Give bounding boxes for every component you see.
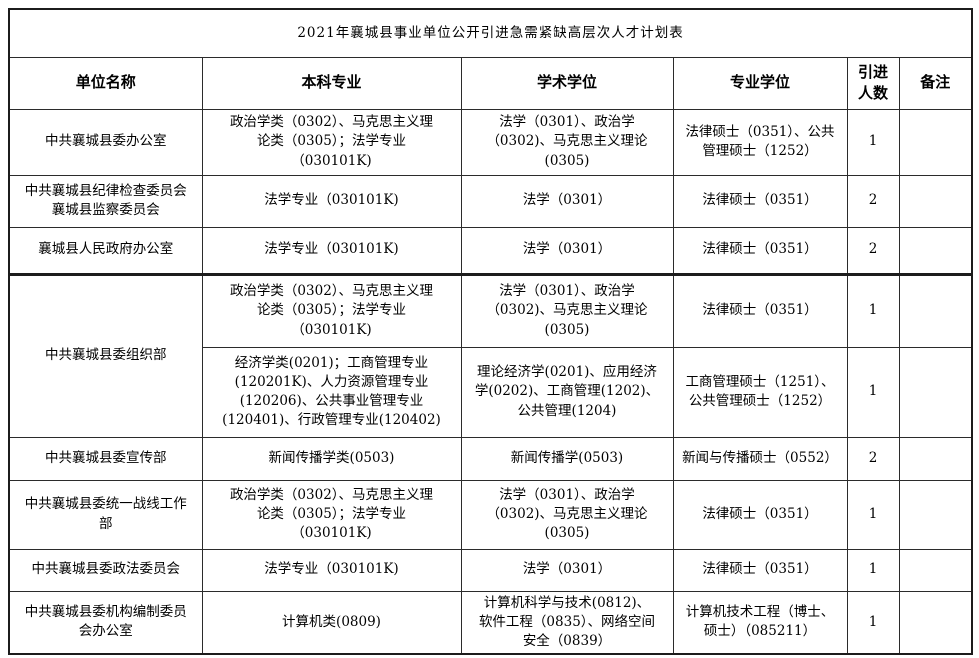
academic-cell: 法学（0301） bbox=[460, 174, 674, 228]
page-title: 2021年襄城县事业单位公开引进急需紧缺高层次人才计划表 bbox=[8, 8, 973, 58]
note-cell bbox=[898, 226, 973, 275]
academic-cell: 法学（0301）、政治学 （0302)、马克思主义理论 (0305) bbox=[460, 108, 674, 176]
professional-cell: 法律硕士（0351） bbox=[672, 174, 848, 228]
academic-cell: 计算机科学与技术(0812)、 软件工程（0835）、网络空间 安全（0839） bbox=[460, 590, 674, 655]
professional-cell: 法律硕士（0351） bbox=[672, 548, 848, 592]
count-cell: 2 bbox=[846, 174, 900, 228]
undergrad-cell: 政治学类（0302）、马克思主义理 论类（0305）；法学专业 （030101K… bbox=[201, 108, 462, 176]
professional-cell: 法律硕士（0351）、公共 管理硕士（1252） bbox=[672, 108, 848, 176]
note-cell bbox=[898, 436, 973, 481]
note-cell bbox=[898, 174, 973, 228]
column-header-unit: 单位名称 bbox=[8, 56, 203, 110]
academic-cell: 法学（0301） bbox=[460, 226, 674, 275]
academic-cell: 法学（0301）、政治学 （0302)、马克思主义理论 (0305) bbox=[460, 272, 674, 348]
undergrad-cell: 法学专业（030101K) bbox=[201, 174, 462, 228]
recruitment-plan-table: 2021年襄城县事业单位公开引进急需紧缺高层次人才计划表 单位名称 本科专业 学… bbox=[8, 8, 974, 655]
note-cell bbox=[898, 590, 973, 655]
professional-cell: 新闻与传播硕士（0552） bbox=[672, 436, 848, 481]
unit-cell: 中共襄城县委办公室 bbox=[8, 108, 203, 176]
count-cell: 1 bbox=[846, 548, 900, 592]
note-cell bbox=[898, 479, 973, 550]
table-row: 中共襄城县委统一战线工作 部 政治学类（0302）、马克思主义理 论类（0305… bbox=[8, 479, 973, 550]
unit-cell: 中共襄城县委组织部 bbox=[8, 272, 203, 438]
unit-cell: 中共襄城县委机构编制委员 会办公室 bbox=[8, 590, 203, 655]
count-cell: 1 bbox=[846, 346, 900, 438]
professional-cell: 法律硕士（0351） bbox=[672, 226, 848, 275]
note-cell bbox=[898, 108, 973, 176]
unit-cell: 中共襄城县纪律检查委员会 襄城县监察委员会 bbox=[8, 174, 203, 228]
professional-cell: 计算机技术工程（博士、 硕士）（085211） bbox=[672, 590, 848, 655]
academic-cell: 理论经济学(0201)、应用经济 学(0202)、工商管理(1202)、 公共管… bbox=[460, 346, 674, 438]
unit-cell: 中共襄城县委统一战线工作 部 bbox=[8, 479, 203, 550]
professional-cell: 法律硕士（0351） bbox=[672, 479, 848, 550]
professional-cell: 法律硕士（0351） bbox=[672, 272, 848, 348]
unit-cell: 中共襄城县委政法委员会 bbox=[8, 548, 203, 592]
column-header-count: 引进 人数 bbox=[846, 56, 900, 110]
column-header-academic: 学术学位 bbox=[460, 56, 674, 110]
note-cell bbox=[898, 272, 973, 348]
undergrad-cell: 法学专业（030101K) bbox=[201, 548, 462, 592]
unit-cell: 襄城县人民政府办公室 bbox=[8, 226, 203, 275]
table-row: 中共襄城县委机构编制委员 会办公室 计算机类(0809) 计算机科学与技术(08… bbox=[8, 590, 973, 655]
unit-cell: 中共襄城县委宣传部 bbox=[8, 436, 203, 481]
column-header-note: 备注 bbox=[898, 56, 973, 110]
note-cell bbox=[898, 548, 973, 592]
title-row: 2021年襄城县事业单位公开引进急需紧缺高层次人才计划表 bbox=[8, 8, 973, 58]
table-row: 经济学类(0201)；工商管理专业 (120201K)、人力资源管理专业 (12… bbox=[9, 346, 973, 438]
table-row: 中共襄城县纪律检查委员会 襄城县监察委员会 法学专业（030101K) 法学（0… bbox=[8, 174, 973, 228]
count-cell: 1 bbox=[846, 272, 900, 348]
undergrad-cell: 计算机类(0809) bbox=[201, 590, 462, 655]
undergrad-cell: 政治学类（0302）、马克思主义理 论类（0305）；法学专业 （030101K… bbox=[201, 272, 462, 348]
count-cell: 1 bbox=[846, 590, 900, 655]
table-row: 襄城县人民政府办公室 法学专业（030101K) 法学（0301） 法律硕士（0… bbox=[8, 226, 973, 275]
count-cell: 1 bbox=[846, 479, 900, 550]
count-cell: 2 bbox=[846, 226, 900, 275]
undergrad-cell: 经济学类(0201)；工商管理专业 (120201K)、人力资源管理专业 (12… bbox=[201, 346, 462, 438]
table-row: 中共襄城县委组织部 政治学类（0302）、马克思主义理 论类（0305）；法学专… bbox=[8, 272, 973, 438]
count-cell: 1 bbox=[846, 108, 900, 176]
table-row: 中共襄城县委办公室 政治学类（0302）、马克思主义理 论类（0305）；法学专… bbox=[8, 108, 973, 176]
note-cell bbox=[898, 346, 973, 438]
column-header-undergrad: 本科专业 bbox=[201, 56, 462, 110]
academic-cell: 新闻传播学(0503) bbox=[460, 436, 674, 481]
header-row: 单位名称 本科专业 学术学位 专业学位 引进 人数 备注 bbox=[8, 56, 973, 110]
count-cell: 2 bbox=[846, 436, 900, 481]
undergrad-cell: 新闻传播学类(0503) bbox=[201, 436, 462, 481]
undergrad-cell: 政治学类（0302）、马克思主义理 论类（0305）；法学专业 （030101K… bbox=[201, 479, 462, 550]
professional-cell: 工商管理硕士（1251）、 公共管理硕士（1252） bbox=[672, 346, 848, 438]
academic-cell: 法学（0301） bbox=[460, 548, 674, 592]
undergrad-cell: 法学专业（030101K) bbox=[201, 226, 462, 275]
academic-cell: 法学（0301）、政治学 （0302)、马克思主义理论 (0305) bbox=[460, 479, 674, 550]
table-row: 中共襄城县委政法委员会 法学专业（030101K) 法学（0301） 法律硕士（… bbox=[8, 548, 973, 592]
table-row: 中共襄城县委宣传部 新闻传播学类(0503) 新闻传播学(0503) 新闻与传播… bbox=[8, 436, 973, 481]
column-header-professional: 专业学位 bbox=[672, 56, 848, 110]
